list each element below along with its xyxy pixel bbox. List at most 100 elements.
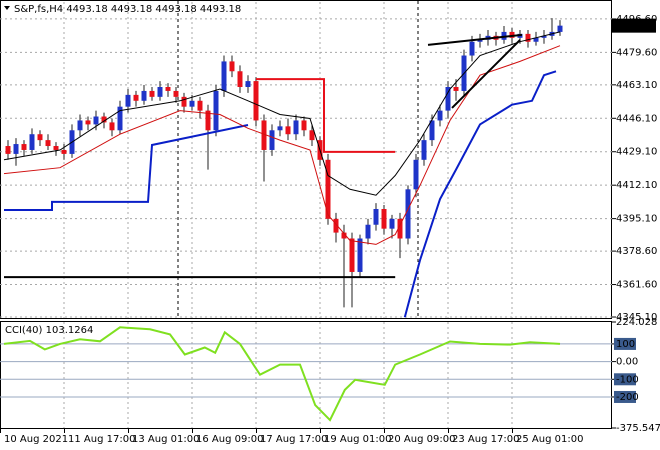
candle-body xyxy=(109,122,115,131)
y-tick-label: 4345.10 xyxy=(616,312,657,323)
indicator-line xyxy=(427,33,523,46)
x-tick-label: 19 Aug 01:00 xyxy=(324,434,391,445)
candle-body xyxy=(29,134,35,150)
candle-body xyxy=(325,159,331,219)
candle-body xyxy=(45,140,51,147)
indicator-line xyxy=(451,39,521,109)
candle-body xyxy=(293,120,299,135)
plot-layer xyxy=(0,2,612,428)
candle-body xyxy=(429,120,435,141)
x-tick-label: 17 Aug 17:00 xyxy=(260,434,327,445)
candle-body xyxy=(21,144,27,150)
candle-body xyxy=(397,218,403,239)
candle-body xyxy=(165,87,171,91)
y-tick-label: 4446.10 xyxy=(616,113,657,124)
candle-body xyxy=(13,144,19,154)
candle-body xyxy=(557,25,563,32)
candle-body xyxy=(453,87,459,91)
candle-body xyxy=(333,218,339,233)
candle-body xyxy=(189,100,195,107)
candle-body xyxy=(61,149,67,154)
candle-body xyxy=(525,33,531,42)
chart-title: S&P,fs,H4 4493.18 4493.18 4493.18 4493.1… xyxy=(14,4,241,15)
candle-body xyxy=(53,146,59,150)
candle-body xyxy=(133,94,139,101)
candle-body xyxy=(101,116,107,123)
candle-body xyxy=(229,61,235,72)
candle-body xyxy=(253,81,259,121)
candle-body xyxy=(261,120,267,150)
candle-body xyxy=(93,116,99,125)
y-tick-label: 224.028 xyxy=(616,317,657,328)
candle-body xyxy=(533,37,539,42)
candle-body xyxy=(37,134,43,141)
indicator-line xyxy=(4,70,557,318)
indicator-line xyxy=(3,45,561,245)
candle-body xyxy=(389,218,395,229)
x-tick-label: 23 Aug 17:00 xyxy=(452,434,519,445)
price-tag xyxy=(612,18,656,33)
y-tick-label: 4378.60 xyxy=(616,246,657,257)
candle-body xyxy=(141,90,147,101)
level-tag xyxy=(614,390,636,403)
candle-body xyxy=(309,130,315,141)
x-tick-label: 11 Aug 17:00 xyxy=(68,434,135,445)
candle-body xyxy=(125,94,131,107)
price-tag-label: 4493.18 xyxy=(615,21,656,32)
candle-body xyxy=(341,232,347,239)
y-tick-label: 4395.10 xyxy=(616,214,657,225)
x-tick-label: 16 Aug 09:00 xyxy=(196,434,263,445)
indicator-line xyxy=(256,78,396,153)
candle-body xyxy=(413,159,419,190)
main-frame xyxy=(0,0,612,319)
candle-body xyxy=(381,208,387,229)
level-tag xyxy=(614,373,636,386)
candle-body xyxy=(405,189,411,239)
y-tick-label: -100 xyxy=(616,374,639,385)
y-tick-label: 4412.10 xyxy=(616,180,657,191)
y-tick-label: 0.00 xyxy=(616,357,638,368)
candle-body xyxy=(421,140,427,160)
candle-body xyxy=(245,81,251,88)
indicator-line xyxy=(3,326,561,422)
candle-body xyxy=(237,71,243,88)
candle-body xyxy=(437,110,443,121)
candle-body xyxy=(541,35,547,38)
candle-body xyxy=(221,61,227,91)
candle-body xyxy=(149,90,155,97)
x-tick-label: 20 Aug 09:00 xyxy=(388,434,455,445)
y-tick-label: 4361.60 xyxy=(616,280,657,291)
candle-body xyxy=(181,96,187,107)
candle-body xyxy=(445,87,451,111)
indicator-line xyxy=(3,31,561,196)
candle-body xyxy=(477,39,483,42)
x-tick-label: 13 Aug 01:00 xyxy=(132,434,199,445)
candle-body xyxy=(173,90,179,97)
candle-body xyxy=(301,120,307,131)
candle-body xyxy=(285,126,291,135)
candle-body xyxy=(469,41,475,56)
candle-body xyxy=(213,90,219,131)
candle-body xyxy=(509,31,515,38)
candle-body xyxy=(357,238,363,272)
candle-body xyxy=(277,126,283,131)
x-tick-label: 25 Aug 01:00 xyxy=(516,434,583,445)
candle-body xyxy=(157,87,163,97)
y-tick-label: 4463.10 xyxy=(616,80,657,91)
candle-body xyxy=(373,208,379,225)
candle-body xyxy=(205,110,211,131)
candle-body xyxy=(197,100,203,111)
cci-title: CCI(40) 103.1264 xyxy=(5,325,93,336)
y-tick-label: -200 xyxy=(616,392,639,403)
x-tick-label: 10 Aug 2021 xyxy=(4,434,68,445)
menu-arrow xyxy=(4,6,10,10)
y-tick-label: 100 xyxy=(616,339,635,350)
candle-body xyxy=(269,130,275,150)
y-tick-label: 4429.10 xyxy=(616,147,657,158)
y-tick-label: -375.5478 xyxy=(616,423,660,434)
candle-body xyxy=(349,238,355,272)
candle-body xyxy=(77,120,83,131)
candle-body xyxy=(5,146,11,154)
candle-body xyxy=(117,106,123,131)
